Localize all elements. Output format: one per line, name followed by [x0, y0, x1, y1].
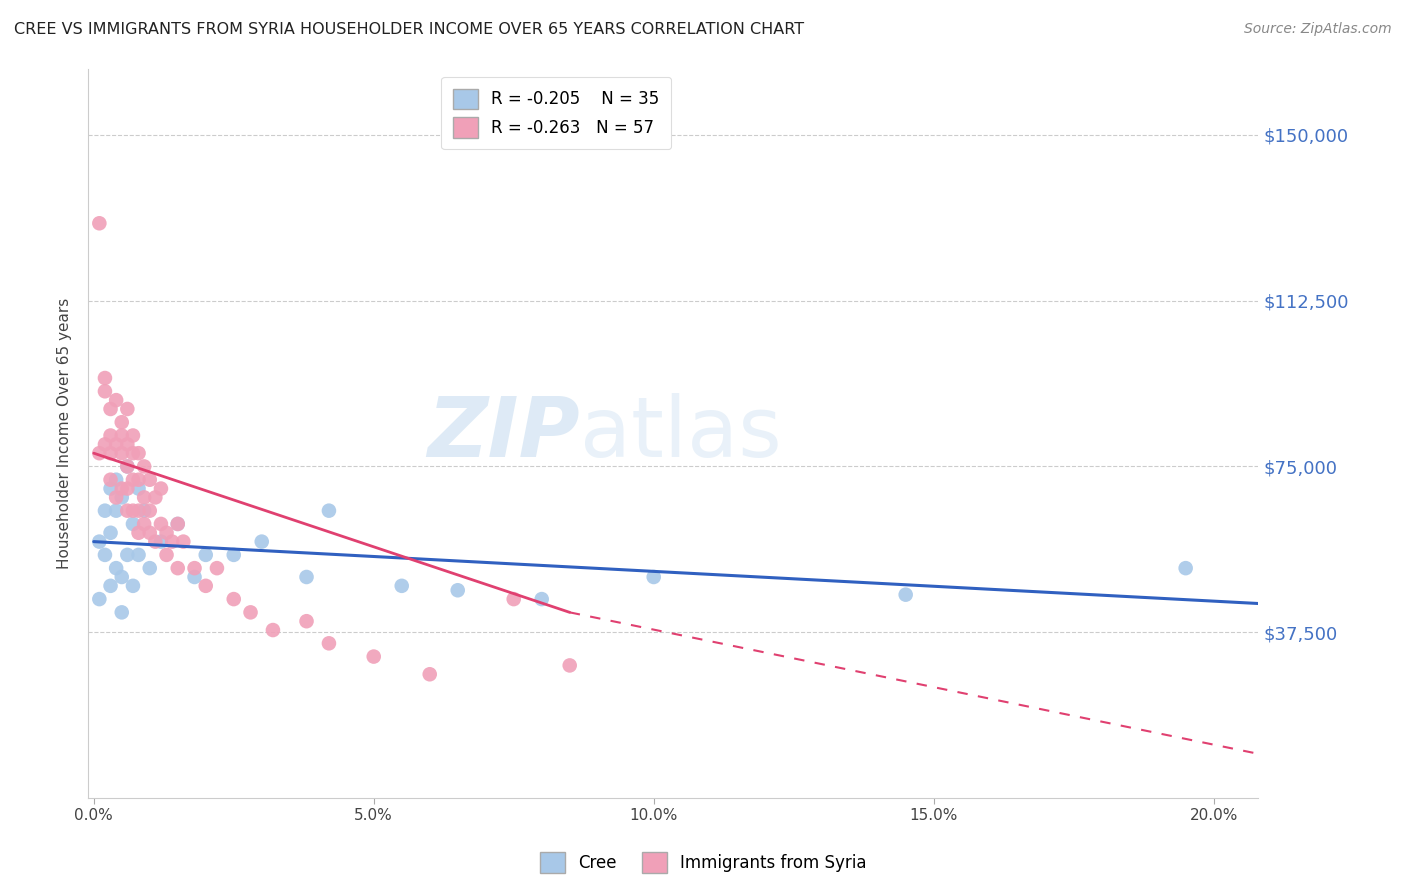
Point	[643, 570, 665, 584]
Point	[105, 503, 128, 517]
Point	[105, 473, 128, 487]
Point	[94, 384, 117, 399]
Point	[139, 561, 162, 575]
Point	[149, 534, 172, 549]
Point	[111, 491, 134, 505]
Point	[100, 482, 122, 496]
Point	[122, 516, 145, 531]
Point	[94, 437, 117, 451]
Point	[363, 649, 385, 664]
Point	[1174, 561, 1197, 575]
Point	[117, 548, 139, 562]
Point	[172, 534, 194, 549]
Point	[128, 473, 150, 487]
Point	[502, 592, 524, 607]
Point	[122, 446, 145, 460]
Point	[128, 525, 150, 540]
Point	[894, 588, 917, 602]
Text: atlas: atlas	[579, 392, 782, 474]
Point	[391, 579, 413, 593]
Point	[222, 592, 245, 607]
Point	[117, 482, 139, 496]
Legend: Cree, Immigrants from Syria: Cree, Immigrants from Syria	[533, 846, 873, 880]
Point	[166, 561, 188, 575]
Point	[94, 548, 117, 562]
Point	[105, 491, 128, 505]
Point	[105, 437, 128, 451]
Point	[134, 516, 156, 531]
Text: ZIP: ZIP	[427, 392, 579, 474]
Point	[111, 606, 134, 620]
Point	[419, 667, 441, 681]
Point	[100, 428, 122, 442]
Point	[205, 561, 228, 575]
Point	[295, 570, 318, 584]
Point	[100, 579, 122, 593]
Point	[139, 473, 162, 487]
Point	[194, 548, 217, 562]
Point	[94, 503, 117, 517]
Point	[117, 401, 139, 416]
Point	[100, 525, 122, 540]
Point	[134, 459, 156, 474]
Point	[100, 446, 122, 460]
Point	[117, 459, 139, 474]
Point	[117, 459, 139, 474]
Point	[128, 503, 150, 517]
Point	[139, 503, 162, 517]
Point	[262, 623, 284, 637]
Point	[111, 446, 134, 460]
Point	[143, 491, 166, 505]
Point	[122, 503, 145, 517]
Point	[117, 503, 139, 517]
Point	[122, 428, 145, 442]
Point	[558, 658, 581, 673]
Text: Source: ZipAtlas.com: Source: ZipAtlas.com	[1244, 22, 1392, 37]
Point	[100, 401, 122, 416]
Point	[447, 583, 470, 598]
Point	[117, 437, 139, 451]
Point	[530, 592, 553, 607]
Point	[128, 548, 150, 562]
Point	[318, 636, 340, 650]
Point	[89, 534, 111, 549]
Point	[318, 503, 340, 517]
Point	[128, 482, 150, 496]
Point	[149, 516, 172, 531]
Point	[155, 548, 177, 562]
Text: CREE VS IMMIGRANTS FROM SYRIA HOUSEHOLDER INCOME OVER 65 YEARS CORRELATION CHART: CREE VS IMMIGRANTS FROM SYRIA HOUSEHOLDE…	[14, 22, 804, 37]
Point	[122, 579, 145, 593]
Point	[111, 482, 134, 496]
Point	[149, 482, 172, 496]
Point	[183, 570, 205, 584]
Y-axis label: Householder Income Over 65 years: Householder Income Over 65 years	[58, 298, 72, 569]
Point	[183, 561, 205, 575]
Point	[111, 415, 134, 429]
Point	[139, 525, 162, 540]
Point	[166, 516, 188, 531]
Point	[105, 561, 128, 575]
Point	[239, 606, 262, 620]
Point	[89, 592, 111, 607]
Point	[111, 570, 134, 584]
Legend: R = -0.205    N = 35, R = -0.263   N = 57: R = -0.205 N = 35, R = -0.263 N = 57	[441, 77, 671, 149]
Point	[89, 446, 111, 460]
Point	[194, 579, 217, 593]
Point	[222, 548, 245, 562]
Point	[134, 491, 156, 505]
Point	[143, 534, 166, 549]
Point	[134, 503, 156, 517]
Point	[155, 525, 177, 540]
Point	[122, 473, 145, 487]
Point	[295, 614, 318, 628]
Point	[250, 534, 273, 549]
Point	[89, 216, 111, 230]
Point	[111, 428, 134, 442]
Point	[100, 473, 122, 487]
Point	[128, 446, 150, 460]
Point	[160, 534, 183, 549]
Point	[105, 393, 128, 408]
Point	[166, 516, 188, 531]
Point	[94, 371, 117, 385]
